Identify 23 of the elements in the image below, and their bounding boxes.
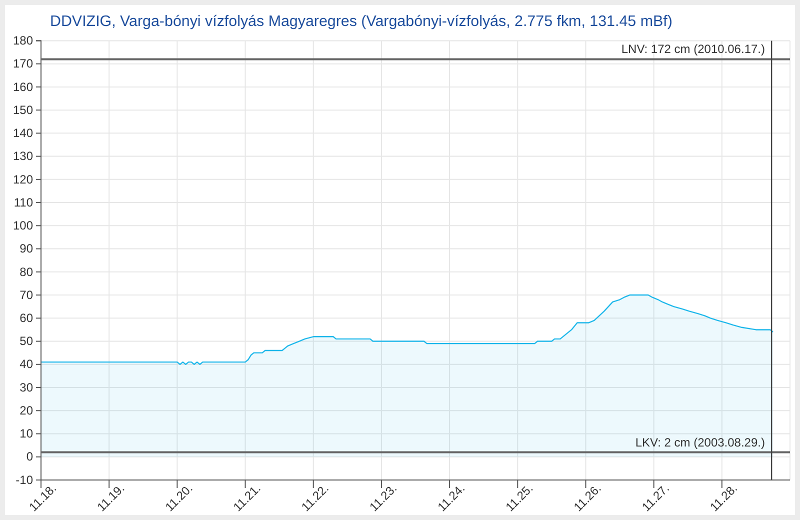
y-tick-label: 160 bbox=[12, 80, 34, 94]
y-tick-label: 60 bbox=[20, 310, 34, 325]
y-tick-label: 70 bbox=[20, 288, 34, 302]
y-tick-label: 20 bbox=[20, 403, 34, 418]
y-tick-label: 90 bbox=[20, 242, 34, 256]
ref-line-label: LKV: 2 cm (2003.08.29.) bbox=[635, 435, 765, 450]
y-tick-label: 130 bbox=[12, 149, 34, 164]
y-tick-label: 10 bbox=[20, 426, 34, 441]
y-tick-label: 110 bbox=[14, 195, 34, 210]
y-tick-label: 80 bbox=[20, 264, 34, 279]
y-tick-label: 0 bbox=[26, 450, 34, 464]
y-tick-label: -10 bbox=[16, 472, 34, 487]
y-tick-label: 100 bbox=[12, 218, 34, 233]
y-tick-label: 170 bbox=[12, 56, 34, 71]
chart-title: DDVIZIG, Varga-bónyi vízfolyás Magyaregres (Vargabónyi-vízfolyás, 2.775 fkm, 131.45 mBf) bbox=[50, 13, 672, 30]
y-tick-label: 180 bbox=[12, 34, 34, 48]
ref-line-label: LNV: 172 cm (2010.06.17.) bbox=[621, 42, 765, 56]
y-tick-label: 150 bbox=[12, 102, 34, 117]
y-tick-label: 50 bbox=[20, 334, 34, 348]
y-tick-label: 120 bbox=[12, 172, 34, 186]
y-tick-label: 40 bbox=[20, 357, 34, 372]
y-tick-label: 30 bbox=[20, 380, 34, 394]
y-tick-label: 140 bbox=[12, 126, 34, 140]
